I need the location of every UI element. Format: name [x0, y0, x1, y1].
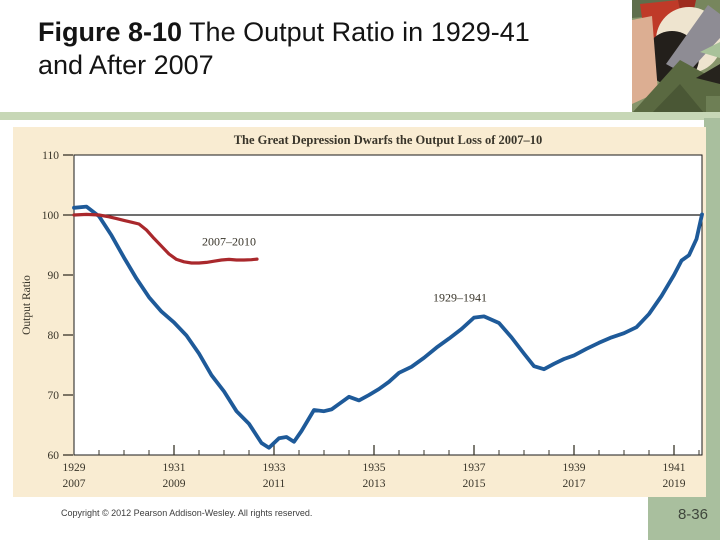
y-tick-label: 60 [48, 450, 60, 462]
chart-title: The Great Depression Dwarfs the Output L… [234, 133, 543, 147]
x-tick-label-top: 1939 [563, 462, 586, 474]
y-axis-title: Output Ratio [21, 275, 33, 335]
x-tick-label-top: 1931 [163, 462, 186, 474]
y-tick-label: 110 [42, 150, 59, 162]
x-tick-label-top: 1933 [263, 462, 286, 474]
right-sidebar [704, 118, 720, 540]
y-tick-label: 100 [42, 210, 60, 222]
series-label-2007-2010: 2007–2010 [202, 235, 256, 249]
x-tick-label-bottom: 2013 [363, 478, 386, 490]
y-tick-label: 90 [48, 270, 60, 282]
x-tick-label-bottom: 2019 [663, 478, 686, 490]
slide-title: Figure 8-10 The Output Ratio in 1929-41 … [38, 16, 558, 82]
decorative-art-image [632, 0, 720, 113]
y-tick-label: 80 [48, 330, 60, 342]
x-tick-label-top: 1937 [463, 462, 486, 474]
y-tick-label: 70 [48, 390, 60, 402]
x-tick-label-bottom: 2017 [563, 478, 586, 490]
series-label-1929-1941: 1929–1941 [433, 290, 487, 304]
x-tick-label-bottom: 2015 [463, 478, 486, 490]
x-tick-label-top: 1935 [363, 462, 386, 474]
series-line-1929-1941 [72, 204, 704, 450]
output-ratio-chart: The Great Depression Dwarfs the Output L… [21, 133, 704, 490]
page-number: 8-36 [677, 506, 708, 523]
page-number-box: 8-36 [648, 497, 720, 540]
figure-label: Figure 8-10 [38, 17, 183, 47]
x-tick-label-top: 1929 [63, 462, 86, 474]
series-line-2007-2010 [72, 212, 259, 265]
copyright-text: Copyright © 2012 Pearson Addison-Wesley.… [61, 508, 313, 518]
x-tick-label-bottom: 2009 [163, 478, 186, 490]
chart-panel: The Great Depression Dwarfs the Output L… [13, 127, 706, 497]
x-tick-label-bottom: 2007 [63, 478, 86, 490]
title-divider-band [0, 112, 720, 120]
x-tick-label-top: 1941 [663, 462, 686, 474]
x-tick-label-bottom: 2011 [263, 478, 286, 490]
slide-title-text: The Output Ratio in 1929-41 and After 20… [38, 17, 530, 80]
plot-area [73, 154, 703, 456]
